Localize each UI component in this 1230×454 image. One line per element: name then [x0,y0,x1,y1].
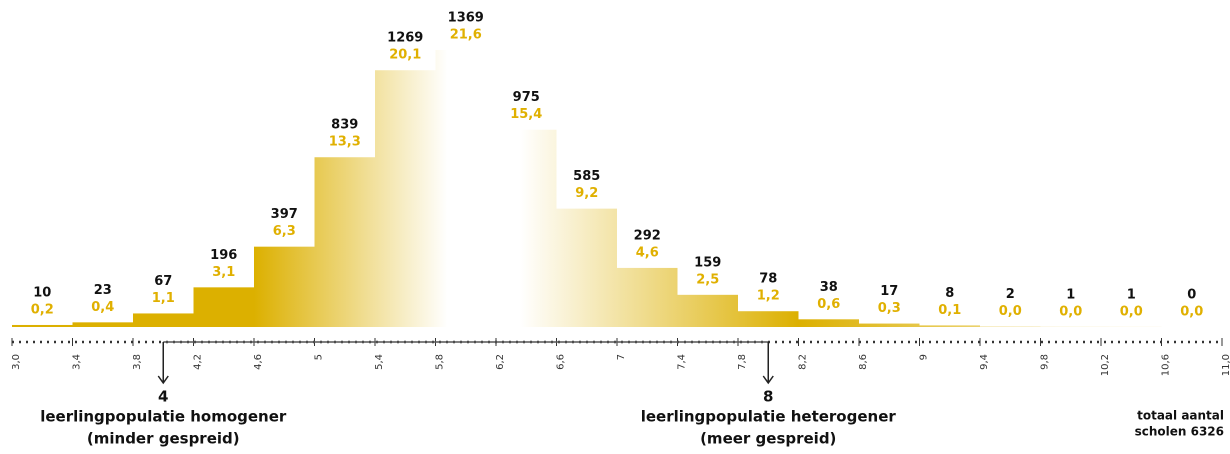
x-tick-label: 7,4 [677,354,688,370]
x-tick-label: 11,0 [1221,354,1230,376]
bar [738,311,799,327]
count-label: 23 [94,283,112,298]
percentage-label: 15,4 [510,107,542,122]
annotation-value: 8 [763,388,773,406]
total-label: totaal aantal [1137,409,1224,423]
percentage-label: 3,1 [212,265,235,280]
bar [859,323,920,327]
percentage-label: 6,3 [273,224,296,239]
x-tick-label: 10,2 [1100,354,1111,376]
annotation-text: leerlingpopulatie heterogener [641,408,897,426]
x-tick-label: 3,8 [132,354,143,370]
x-tick-label: 7 [616,354,627,360]
percentage-label: 9,2 [575,186,598,201]
count-label: 975 [513,90,540,105]
total-label: scholen 6326 [1135,425,1224,439]
percentage-label: 0,6 [817,297,840,312]
percentage-label: 0,2 [31,302,54,317]
count-label: 292 [634,228,661,243]
bar [375,70,436,327]
count-label: 2 [1006,287,1015,302]
count-label: 17 [880,284,898,299]
annotation-text: (minder gespreid) [87,430,240,448]
x-tick-label: 6,6 [556,354,567,370]
arrow-head [762,375,774,385]
percentage-label: 0,0 [1059,304,1082,319]
bar [556,208,617,327]
count-label: 78 [759,272,777,287]
percentage-label: 0,1 [938,303,961,318]
count-label: 196 [210,248,237,263]
percentage-label: 13,3 [329,135,361,150]
bar [72,322,133,327]
count-label: 159 [694,255,721,270]
x-tick-label: 3,4 [72,354,83,370]
count-label: 67 [154,274,172,289]
arrow-head [157,375,169,385]
bar [133,313,194,327]
count-label: 585 [573,169,600,184]
bar [617,267,678,327]
bar [919,325,980,327]
count-label: 397 [271,207,298,222]
bar [314,157,375,327]
x-tick-label: 9,4 [979,354,990,370]
count-label: 1 [1066,287,1075,302]
bar [254,246,315,327]
percentage-label: 4,6 [636,245,659,260]
annotation-value: 4 [158,388,168,406]
x-tick-label: 9,8 [1040,354,1051,370]
percentage-label: 1,1 [152,291,175,306]
bar [12,324,73,327]
x-tick-label: 5,8 [435,354,446,370]
bar [677,294,738,327]
count-label: 1369 [448,11,484,26]
count-label: 0 [1187,288,1196,303]
x-tick-label: 8,6 [858,354,869,370]
count-label: 10 [33,285,51,300]
x-tick-label: 4,6 [253,354,264,370]
percentage-label: 0,0 [999,304,1022,319]
percentage-label: 0,0 [1180,305,1203,320]
x-tick-label: 10,6 [1161,354,1172,376]
count-label: 1 [1127,287,1136,302]
percentage-label: 2,5 [696,272,719,287]
bar [798,319,859,327]
percentage-label: 0,0 [1120,304,1143,319]
percentage-label: 0,3 [878,301,901,316]
count-label: 38 [820,280,838,295]
count-label: 839 [331,118,358,133]
x-tick-label: 9 [919,354,930,360]
annotation-text: leerlingpopulatie homogener [40,408,287,426]
x-tick-label: 4,2 [193,354,204,370]
percentage-label: 1,2 [757,289,780,304]
bar [435,50,496,327]
count-label: 8 [945,286,954,301]
x-tick-label: 5,4 [374,354,385,370]
x-tick-label: 3,0 [11,354,22,370]
percentage-label: 21,6 [450,28,482,43]
bar [193,287,254,327]
x-tick-label: 5 [314,354,325,360]
percentage-label: 0,4 [91,300,114,315]
x-tick-label: 7,8 [737,354,748,370]
annotation-text: (meer gespreid) [700,430,836,448]
x-tick-label: 8,2 [798,354,809,370]
count-label: 1269 [387,31,423,46]
bar [496,129,557,327]
percentage-label: 20,1 [389,48,421,63]
x-tick-label: 6,2 [495,354,506,370]
